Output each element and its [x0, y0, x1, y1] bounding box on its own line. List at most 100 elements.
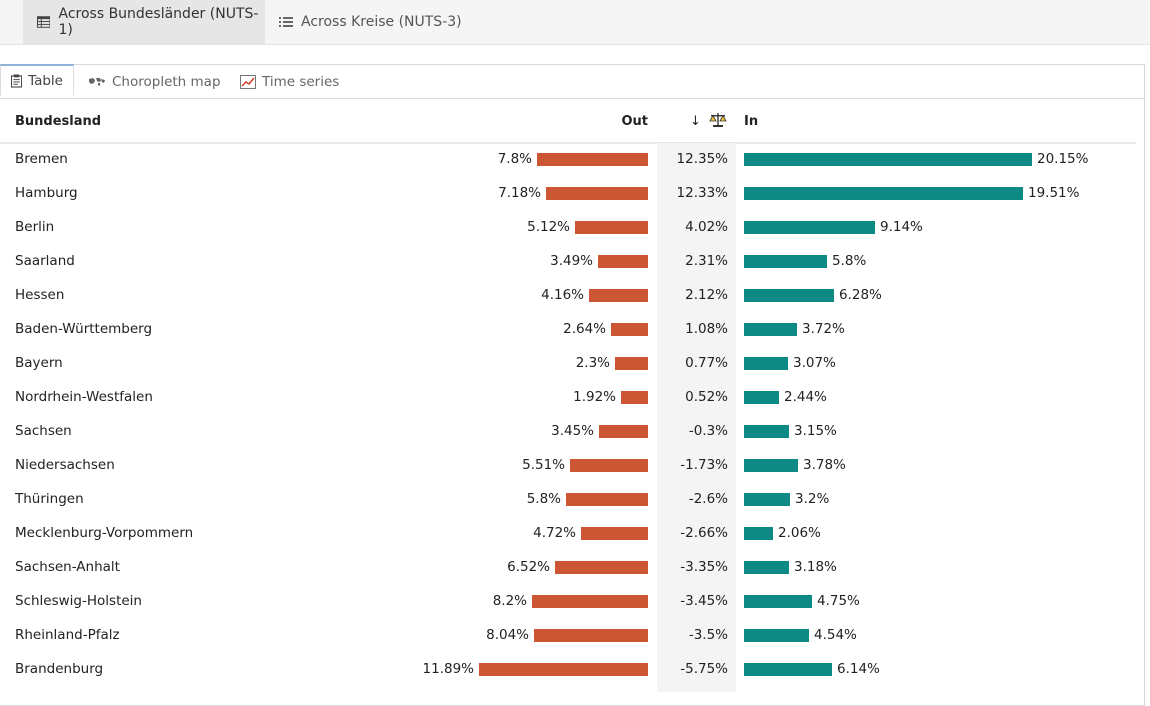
line-chart-icon [240, 74, 256, 89]
bundesland-name: Berlin [15, 219, 55, 235]
in-bar [744, 187, 1023, 200]
out-value: 1.92% [573, 389, 616, 405]
in-bar [744, 357, 788, 370]
in-bar [744, 459, 798, 472]
bundesland-name: Thüringen [15, 491, 84, 507]
balance-value: 2.31% [685, 253, 728, 269]
balance-value: -3.45% [680, 593, 728, 609]
out-bar [537, 153, 648, 166]
bundesland-name: Mecklenburg-Vorpommern [15, 525, 194, 541]
table-row[interactable]: Saarland 3.49% 2.31% 5.8% [0, 245, 1136, 279]
table-row[interactable]: Berlin 5.12% 4.02% 9.14% [0, 211, 1136, 245]
bundesland-name: Sachsen-Anhalt [15, 559, 120, 575]
table-row[interactable]: Thüringen 5.8% -2.6% 3.2% [0, 483, 1136, 517]
out-value: 2.64% [563, 321, 606, 337]
bundesland-name: Rheinland-Pfalz [15, 627, 120, 643]
out-value: 7.18% [498, 185, 541, 201]
sort-arrow-icon: ↓ [690, 114, 701, 129]
in-value: 4.75% [817, 593, 860, 609]
in-bar [744, 391, 779, 404]
table-row[interactable]: Baden-Württemberg 2.64% 1.08% 3.72% [0, 313, 1136, 347]
in-value: 3.07% [793, 355, 836, 371]
balance-value: -2.66% [680, 525, 728, 541]
clipboard-icon [11, 74, 23, 88]
bundesland-name: Bayern [15, 355, 63, 371]
region-level-tabs: Across Bundesländer (NUTS-1) Across Krei… [0, 0, 1150, 45]
in-bar [744, 425, 789, 438]
balance-value: -1.73% [680, 457, 728, 473]
out-bar [479, 663, 648, 676]
in-value: 6.14% [837, 661, 880, 677]
table-row[interactable]: Hamburg 7.18% 12.33% 19.51% [0, 177, 1136, 211]
tab-across-kreise[interactable]: Across Kreise (NUTS-3) [265, 0, 465, 44]
in-value: 3.78% [803, 457, 846, 473]
balance-value: 12.33% [676, 185, 728, 201]
balance-scale-icon [709, 113, 727, 127]
table-header: Bundesland Out ↓ In [0, 112, 1136, 144]
in-bar [744, 153, 1032, 166]
table-row[interactable]: Schleswig-Holstein 8.2% -3.45% 4.75% [0, 585, 1136, 619]
out-bar [589, 289, 648, 302]
in-value: 3.18% [794, 559, 837, 575]
out-bar [534, 629, 648, 642]
out-bar [570, 459, 648, 472]
tab-label: Time series [262, 73, 340, 90]
tab-choropleth-map[interactable]: Choropleth map [88, 65, 221, 98]
column-header-in[interactable]: In [744, 114, 759, 129]
in-value: 4.54% [814, 627, 857, 643]
table-row[interactable]: Sachsen-Anhalt 6.52% -3.35% 3.18% [0, 551, 1136, 585]
in-value: 3.15% [794, 423, 837, 439]
table-row[interactable]: Brandenburg 11.89% -5.75% 6.14% [0, 653, 1136, 687]
out-bar [546, 187, 648, 200]
table-row[interactable]: Bayern 2.3% 0.77% 3.07% [0, 347, 1136, 381]
out-value: 5.12% [527, 219, 570, 235]
table-row[interactable]: Mecklenburg-Vorpommern 4.72% -2.66% 2.06% [0, 517, 1136, 551]
bundesland-name: Sachsen [15, 423, 72, 439]
bundesland-name: Hessen [15, 287, 65, 303]
in-value: 9.14% [880, 219, 923, 235]
tab-label: Table [28, 72, 63, 89]
out-value: 8.2% [492, 593, 527, 609]
out-value: 2.3% [575, 355, 610, 371]
in-bar [744, 595, 812, 608]
column-header-bundesland[interactable]: Bundesland [15, 114, 102, 129]
out-bar [611, 323, 648, 336]
in-bar [744, 527, 773, 540]
out-bar [615, 357, 648, 370]
in-bar [744, 221, 875, 234]
in-bar [744, 561, 789, 574]
out-bar [532, 595, 648, 608]
bundesland-name: Hamburg [15, 185, 78, 201]
out-value: 3.45% [551, 423, 594, 439]
bundesland-name: Baden-Württemberg [15, 321, 153, 337]
table-row[interactable]: Rheinland-Pfalz 8.04% -3.5% 4.54% [0, 619, 1136, 653]
column-header-out[interactable]: Out [621, 114, 648, 129]
bundesland-name: Schleswig-Holstein [15, 593, 142, 609]
out-value: 4.16% [541, 287, 584, 303]
table-row[interactable]: Hessen 4.16% 2.12% 6.28% [0, 279, 1136, 313]
table-row[interactable]: Nordrhein-Westfalen 1.92% 0.52% 2.44% [0, 381, 1136, 415]
tab-table[interactable]: Table [0, 64, 74, 96]
in-value: 19.51% [1028, 185, 1080, 201]
list-icon [279, 17, 293, 27]
tab-across-bundeslaender[interactable]: Across Bundesländer (NUTS-1) [23, 0, 265, 44]
in-value: 2.06% [778, 525, 821, 541]
balance-value: -0.3% [688, 423, 728, 439]
balance-value: 12.35% [676, 151, 728, 167]
in-value: 2.44% [784, 389, 827, 405]
out-value: 7.8% [497, 151, 532, 167]
column-header-balance[interactable]: ↓ [690, 112, 727, 132]
in-value: 3.72% [802, 321, 845, 337]
out-value: 8.04% [486, 627, 529, 643]
in-bar [744, 629, 809, 642]
bundesland-name: Niedersachsen [15, 457, 115, 473]
tab-time-series[interactable]: Time series [240, 65, 339, 98]
balance-value: 1.08% [685, 321, 728, 337]
table-row[interactable]: Bremen 7.8% 12.35% 20.15% [0, 143, 1136, 177]
out-bar [555, 561, 648, 574]
out-bar [581, 527, 648, 540]
out-bar [566, 493, 648, 506]
table-row[interactable]: Niedersachsen 5.51% -1.73% 3.78% [0, 449, 1136, 483]
table-row[interactable]: Sachsen 3.45% -0.3% 3.15% [0, 415, 1136, 449]
out-value: 5.51% [522, 457, 565, 473]
